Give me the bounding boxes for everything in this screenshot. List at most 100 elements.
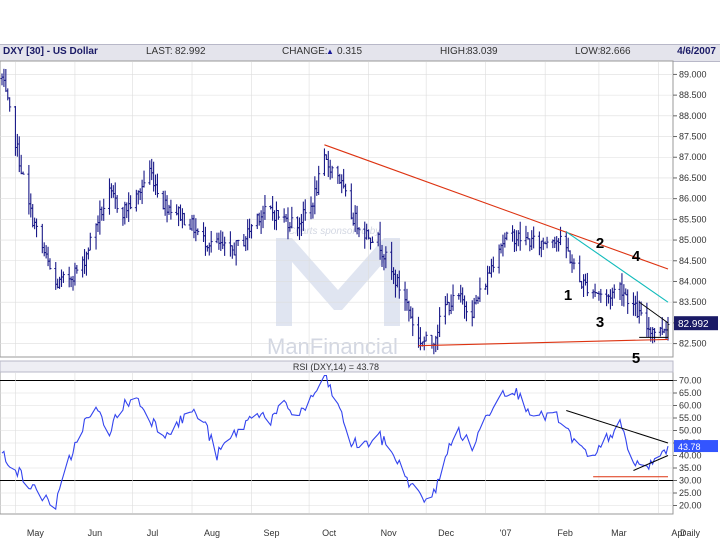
price-tick-label: 89.000 <box>679 69 707 79</box>
rsi-tick-label: 65.00 <box>679 388 702 398</box>
last-value: 82.992 <box>175 46 206 57</box>
price-bar <box>491 256 495 273</box>
price-bar <box>330 165 334 179</box>
price-bar <box>370 236 374 244</box>
last-label: LAST: <box>146 46 173 57</box>
trendline-teal <box>565 231 669 303</box>
price-bar <box>518 221 522 251</box>
time-tick-label: Feb <box>557 528 573 538</box>
rsi-title: RSI (DXY,14) = 43.78 <box>293 362 379 372</box>
wave-label-2: 2 <box>596 235 604 252</box>
high-label: HIGH: <box>440 46 468 57</box>
wave-label-4: 4 <box>632 248 641 265</box>
price-bar <box>464 301 468 322</box>
price-bar <box>303 199 307 221</box>
time-tick-label: Mar <box>611 528 627 538</box>
symbol-title: DXY [30] - US Dollar <box>3 46 98 57</box>
price-bar <box>545 236 549 249</box>
rsi-tick-label: 20.00 <box>679 501 702 511</box>
brand-text: ManFinancial <box>267 334 398 359</box>
price-tick-label: 87.000 <box>679 152 707 162</box>
price-bar <box>8 97 12 112</box>
time-tick-label: Aug <box>204 528 220 538</box>
price-bar <box>169 199 173 220</box>
price-bar <box>35 218 39 238</box>
trendline-rsi-upper <box>566 410 669 444</box>
rsi-series-line <box>1 374 669 511</box>
rsi-tick-label: 30.00 <box>679 476 702 486</box>
rsi-tick-label: 50.00 <box>679 426 702 436</box>
trendline-rsi-lower <box>633 455 669 471</box>
price-tick-label: 86.500 <box>679 173 707 183</box>
price-bar <box>142 170 146 188</box>
price-bar <box>250 224 254 239</box>
price-tick-label: 85.500 <box>679 214 707 224</box>
chart-date: 4/6/2007 <box>677 46 716 57</box>
price-bar <box>478 277 482 302</box>
price-tick-label: 87.500 <box>679 132 707 142</box>
price-bar <box>411 307 415 337</box>
time-tick-label: Sep <box>264 528 280 538</box>
trendline-upper-red <box>324 144 669 270</box>
rsi-tick-label: 55.00 <box>679 413 702 423</box>
price-bar <box>21 171 25 175</box>
rsi-tick-label: 25.00 <box>679 488 702 498</box>
price-bar <box>424 331 428 342</box>
price-bar <box>599 288 603 303</box>
trendline-lower-red <box>418 338 669 347</box>
price-bar <box>572 258 576 270</box>
price-bar <box>223 236 227 256</box>
change-label: CHANGE: <box>282 46 328 57</box>
time-tick-label: May <box>27 528 45 538</box>
price-bar <box>48 258 52 270</box>
rsi-tick-label: 60.00 <box>679 401 702 411</box>
price-bar <box>236 239 240 247</box>
price-tick-label: 83.500 <box>679 297 707 307</box>
change-value: 0.315 <box>337 46 363 57</box>
price-tick-label: 88.500 <box>679 90 707 100</box>
price-bar <box>397 270 401 299</box>
price-bar <box>626 289 630 314</box>
rsi-title-bar <box>0 360 674 373</box>
price-tick-label: 88.000 <box>679 111 707 121</box>
price-bar <box>88 232 92 251</box>
price-tick-label: 84.000 <box>679 276 707 286</box>
price-tick-label: 86.000 <box>679 194 707 204</box>
change-up-icon: ▲ <box>326 47 334 56</box>
wave-label-5: 5 <box>632 350 640 367</box>
time-tick-label: Daily <box>680 528 701 538</box>
watermark-logo: Charts sponsored by ManFinancial <box>267 226 400 359</box>
time-tick-label: Dec <box>438 528 455 538</box>
price-bar <box>505 231 509 241</box>
rsi-tick-label: 70.00 <box>679 376 702 386</box>
time-tick-label: Jul <box>147 528 159 538</box>
price-bar <box>102 198 106 221</box>
price-bar <box>75 264 79 274</box>
price-bar <box>276 209 280 220</box>
price-bar <box>532 226 536 249</box>
price-tick-label: 84.500 <box>679 256 707 266</box>
high-value: 83.039 <box>467 46 498 57</box>
rsi-tick-label: 40.00 <box>679 451 702 461</box>
price-bar <box>357 227 361 238</box>
last-rsi-badge-text: 43.78 <box>678 442 701 452</box>
low-label: LOW: <box>575 46 601 57</box>
last-price-badge <box>674 316 718 331</box>
last-rsi-badge <box>674 440 718 453</box>
price-bar <box>209 230 213 253</box>
price-bar <box>585 272 589 297</box>
rsi-tick-label: 35.00 <box>679 463 702 473</box>
time-tick-label: Oct <box>322 528 337 538</box>
wave-label-3: 3 <box>596 314 604 331</box>
price-bar <box>290 206 294 229</box>
price-bar <box>612 284 616 299</box>
last-price-badge-text: 82.992 <box>678 319 709 330</box>
price-bar <box>263 195 267 220</box>
price-bar <box>451 284 455 311</box>
price-bar <box>317 165 321 195</box>
price-bar <box>438 307 442 338</box>
price-tick-label: 82.500 <box>679 339 707 349</box>
sponsor-text: Charts sponsored by <box>288 226 381 237</box>
